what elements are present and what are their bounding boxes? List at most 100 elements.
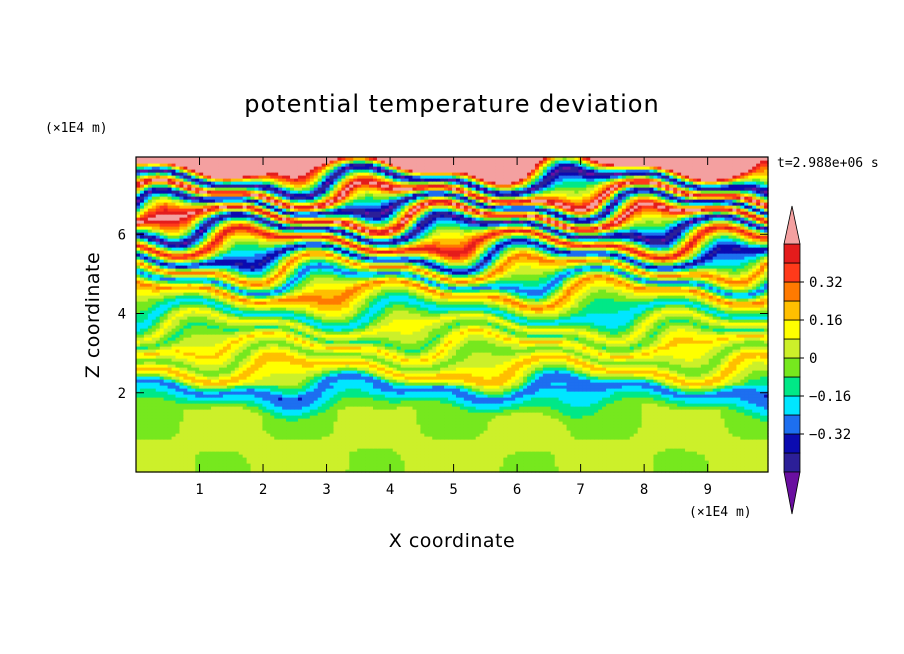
field-cell — [471, 403, 477, 407]
field-cell — [369, 448, 374, 452]
field-cell — [602, 445, 607, 449]
field-cell — [136, 427, 141, 431]
field-cell — [677, 403, 682, 407]
field-cell — [471, 454, 477, 458]
field-cell — [617, 451, 623, 455]
field-cell — [455, 400, 461, 404]
field-cell — [744, 460, 749, 464]
field-cell — [483, 400, 489, 404]
field-cell — [321, 445, 327, 449]
field-cell — [689, 397, 694, 401]
field-cell — [499, 391, 504, 395]
field-cell — [452, 454, 457, 458]
field-cell — [578, 403, 583, 407]
field-cell — [175, 382, 181, 386]
field-cell — [203, 376, 208, 380]
field-cell — [732, 382, 737, 386]
field-cell — [317, 397, 323, 401]
field-cell — [744, 400, 749, 404]
field-cell — [637, 379, 643, 383]
field-cell — [139, 412, 145, 416]
field-cell — [408, 460, 414, 464]
field-cell — [436, 451, 441, 455]
field-cell — [507, 388, 512, 392]
field-cell — [203, 463, 208, 467]
field-cell — [317, 430, 323, 434]
field-cell — [760, 433, 765, 437]
field-cell — [673, 448, 678, 452]
field-cell — [629, 466, 635, 470]
field-cell — [448, 466, 453, 470]
field-cell — [495, 385, 500, 389]
field-cell — [147, 397, 153, 401]
field-cell — [649, 403, 655, 407]
field-cell — [590, 400, 595, 404]
field-cell — [171, 442, 177, 446]
field-cell — [685, 394, 690, 398]
field-cell — [483, 397, 489, 401]
field-cell — [590, 415, 595, 419]
field-cell — [704, 427, 710, 431]
field-cell — [685, 430, 690, 434]
field-cell — [459, 427, 465, 431]
field-cell — [629, 445, 635, 449]
field-cell — [673, 457, 678, 461]
field-cell — [290, 409, 295, 413]
field-cell — [625, 388, 631, 392]
field-cell — [598, 439, 603, 443]
field-cell — [582, 433, 587, 437]
field-cell — [554, 439, 560, 443]
field-cell — [598, 421, 603, 425]
field-cell — [645, 463, 651, 467]
field-cell — [258, 436, 263, 440]
field-cell — [594, 382, 599, 386]
field-cell — [191, 469, 196, 473]
field-cell — [313, 388, 319, 392]
field-cell — [594, 415, 599, 419]
field-cell — [309, 406, 315, 410]
field-cell — [653, 379, 658, 383]
field-cell — [211, 415, 216, 419]
field-cell — [424, 412, 429, 416]
field-cell — [246, 439, 252, 443]
field-cell — [408, 466, 414, 470]
field-cell — [558, 445, 564, 449]
field-cell — [558, 382, 564, 386]
field-cell — [752, 466, 757, 470]
field-cell — [262, 457, 267, 461]
field-cell — [203, 412, 208, 416]
field-cell — [349, 400, 354, 404]
field-cell — [270, 469, 275, 473]
field-cell — [677, 454, 682, 458]
field-cell — [404, 403, 410, 407]
field-cell — [246, 451, 252, 455]
field-cell — [297, 424, 303, 428]
field-cell — [633, 457, 639, 461]
field-cell — [388, 469, 394, 473]
field-cell — [376, 427, 382, 431]
field-cell — [692, 406, 698, 410]
field-cell — [542, 448, 548, 452]
field-cell — [637, 445, 643, 449]
field-cell — [531, 391, 536, 395]
field-cell — [136, 394, 141, 398]
field-cell — [459, 430, 465, 434]
field-cell — [274, 397, 279, 401]
field-cell — [681, 415, 686, 419]
field-cell — [491, 451, 497, 455]
field-cell — [384, 469, 390, 473]
field-cell — [270, 382, 275, 386]
field-cell — [440, 439, 445, 443]
field-cell — [550, 424, 556, 428]
field-cell — [416, 445, 421, 449]
field-cell — [527, 436, 532, 440]
field-cell — [752, 388, 757, 392]
field-cell — [353, 385, 358, 389]
field-cell — [345, 379, 350, 383]
field-cell — [523, 460, 528, 464]
field-cell — [436, 409, 441, 413]
field-cell — [384, 409, 390, 413]
field-cell — [404, 379, 410, 383]
field-cell — [380, 451, 386, 455]
field-cell — [756, 427, 761, 431]
